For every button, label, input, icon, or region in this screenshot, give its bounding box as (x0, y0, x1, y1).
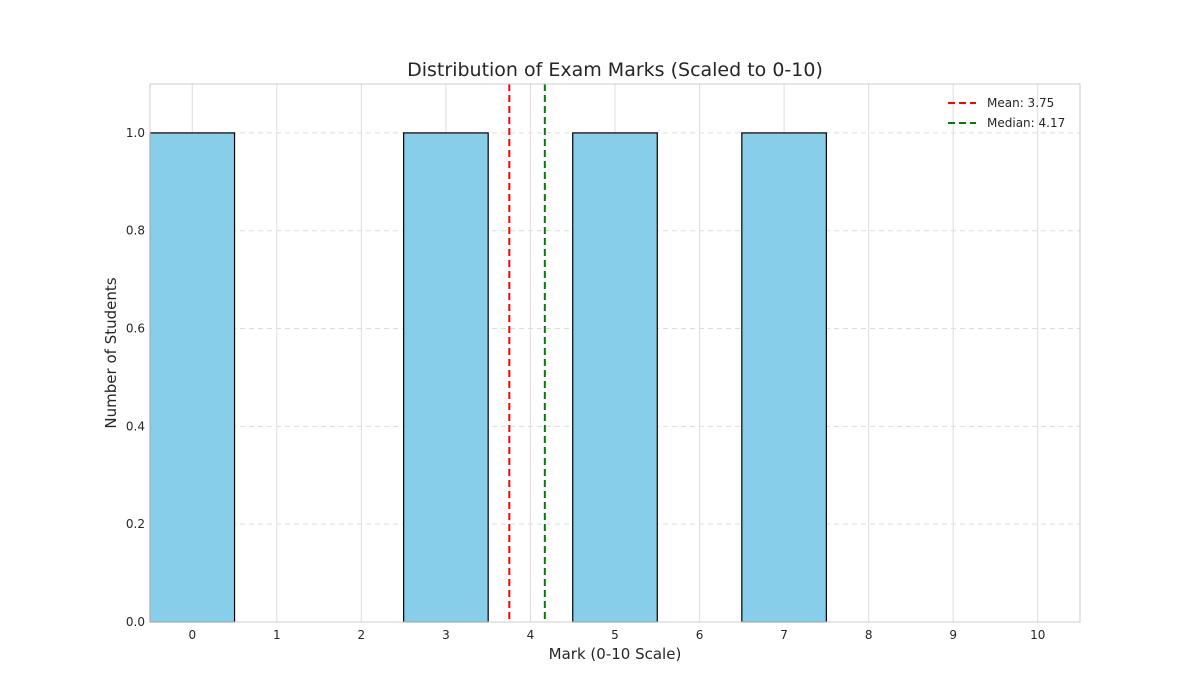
bars (149, 132, 827, 623)
x-tick-label: 6 (696, 628, 704, 642)
bar (403, 132, 489, 623)
legend: Mean: 3.75 Median: 4.17 (948, 96, 1065, 130)
y-tick-label: 0.8 (126, 224, 145, 238)
legend-label: Median: 4.17 (987, 116, 1065, 130)
x-tick-label: 1 (273, 628, 281, 642)
x-tick-label: 2 (358, 628, 366, 642)
plot-frame (149, 83, 1081, 623)
y-tick-label: 0.2 (126, 517, 145, 531)
reference-lines (508, 84, 546, 622)
y-axis-label: Number of Students (102, 277, 120, 428)
bar (149, 132, 236, 623)
x-axis-label: Mark (0-10 Scale) (549, 645, 682, 663)
legend-label: Mean: 3.75 (987, 96, 1054, 110)
x-tick-label: 7 (780, 628, 788, 642)
x-tick-label: 5 (611, 628, 619, 642)
y-tick-label: 0.6 (126, 322, 145, 336)
x-tick-label: 0 (188, 628, 196, 642)
x-tick-label: 3 (442, 628, 450, 642)
bar (572, 132, 658, 623)
x-tick-label: 9 (949, 628, 957, 642)
y-tick-label: 0.0 (126, 615, 145, 629)
x-tick-label: 8 (865, 628, 873, 642)
x-tick-label: 10 (1030, 628, 1045, 642)
tick-labels: 0 1 2 3 4 5 6 7 8 9 10 0.0 0.2 0.4 0.6 0.8 1.0 (126, 126, 1045, 642)
y-tick-label: 0.4 (126, 419, 145, 433)
bar (741, 132, 827, 623)
x-tick-label: 4 (527, 628, 535, 642)
chart-title: Distribution of Exam Marks (Scaled to 0-… (407, 59, 823, 81)
y-tick-label: 1.0 (126, 126, 145, 140)
